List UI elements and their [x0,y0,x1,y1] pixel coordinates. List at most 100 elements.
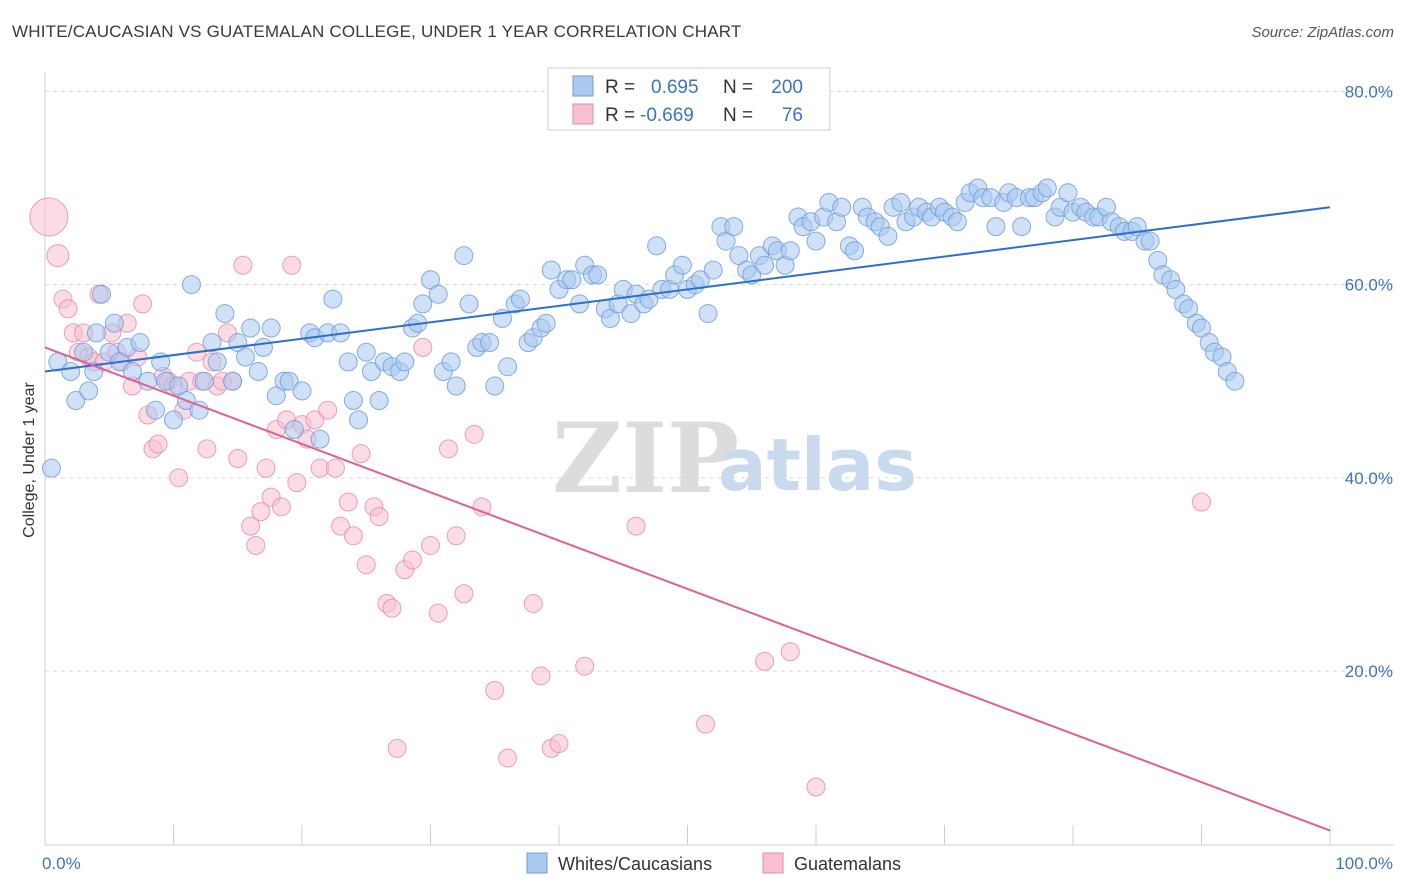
legend-n-value-2: 76 [782,105,803,126]
x-tick-label: 100.0% [1335,854,1393,873]
whites-point [356,342,376,362]
whites-point [292,381,312,401]
guatemalans-point [549,734,569,754]
guatemalans-point [531,666,551,686]
guatemalans-point [454,584,474,604]
whites-point [647,236,667,256]
whites-point [202,333,222,353]
whites-point [742,265,762,285]
whites-point [361,362,381,382]
guatemalans-point [626,516,646,536]
legend-box [547,67,831,131]
legend-r-value-2: -0.669 [640,105,694,126]
whites-point [279,371,299,391]
bottom-legend-guatemalans: Guatemalans [794,854,901,874]
guatemalans-point [305,410,325,430]
whites-point [207,352,227,372]
y-tick-label: 80.0% [1345,82,1393,101]
guatemalans-point [331,516,351,536]
guatemalans-point [46,244,70,268]
whites-point [891,192,911,212]
guatemalans-point [256,458,276,478]
guatemalans-point [438,439,458,459]
guatemalans-point [780,642,800,662]
whites-point [61,362,81,382]
whites-point [194,371,214,391]
y-axis-label: College, Under 1 year [21,382,38,538]
guatemalans-point [428,603,448,623]
guatemalans-point [382,598,402,618]
whites-point [86,323,106,343]
guatemalans-point [446,526,466,546]
y-tick-label: 40.0% [1345,469,1393,488]
whites-point [189,400,209,420]
whites-point [698,304,718,324]
whites-point [235,347,255,367]
guatemalans-point [1192,492,1211,512]
legend-r-label-2: R = [605,105,635,126]
guatemalans-point [575,656,595,676]
whites-point [454,246,474,266]
guatemalans-point [387,738,407,758]
whites-point [947,212,967,232]
whites-point [66,391,86,411]
whites-point [536,313,556,333]
whites-point [755,255,775,275]
guatemalans-point [343,526,363,546]
guatemalans-point [806,777,826,797]
guatemalans-point [485,680,505,700]
guatemalans-point [251,502,271,522]
bottom-legend-swatch-guatemalans [762,852,784,874]
whites-point [181,275,201,295]
guatemalans-point [695,714,715,734]
trend-lines [44,206,1331,832]
whites-point [1225,371,1245,391]
legend-swatch-pink [572,103,594,125]
guatemalans-point [197,439,217,459]
whites-point [92,284,112,304]
whites-point [146,400,166,420]
whites-point [480,333,500,353]
guatemalans-point [241,516,261,536]
legend-r-value-1: 0.695 [651,77,699,98]
guatemalans-point [133,294,153,314]
gridlines [45,90,1394,672]
whites-point [510,289,530,309]
whites-point [703,260,723,280]
legend-n-label-1: N = [723,77,753,98]
whites-point [395,352,415,372]
whites-point [310,429,330,449]
whites-point [986,217,1006,237]
guatemalans-point [472,497,492,517]
bottom-legend-swatch-whites [526,852,548,874]
whites-point [498,357,518,377]
whites-point [248,362,268,382]
whites-point [832,197,852,217]
whites-point [343,391,363,411]
guatemalans-point [755,651,775,671]
y-tick-label: 60.0% [1345,276,1393,295]
guatemalans-point [523,593,543,613]
whites-point [441,352,461,372]
whites-point [621,304,641,324]
guatemalans-trend-line [44,346,1331,832]
whites-point [104,313,124,333]
guatemalans-point [413,337,433,357]
whites-point [261,318,281,338]
whites-point [323,289,343,309]
guatemalans-point [233,255,253,275]
whites-point [215,304,235,324]
legend-r-label-1: R = [605,77,635,98]
whites-point [672,255,692,275]
guatemalans-point [369,506,389,526]
whites-point [724,217,744,237]
whites-point [459,294,479,314]
watermark-zip: ZIP [552,402,739,515]
whites-point [41,458,61,478]
guatemalans-point [282,255,302,275]
guatemalans-point [271,497,291,517]
guatemalans-point [228,449,248,468]
guatemalans-point [246,535,266,555]
whites-point [413,294,433,314]
whites-point [485,376,505,396]
